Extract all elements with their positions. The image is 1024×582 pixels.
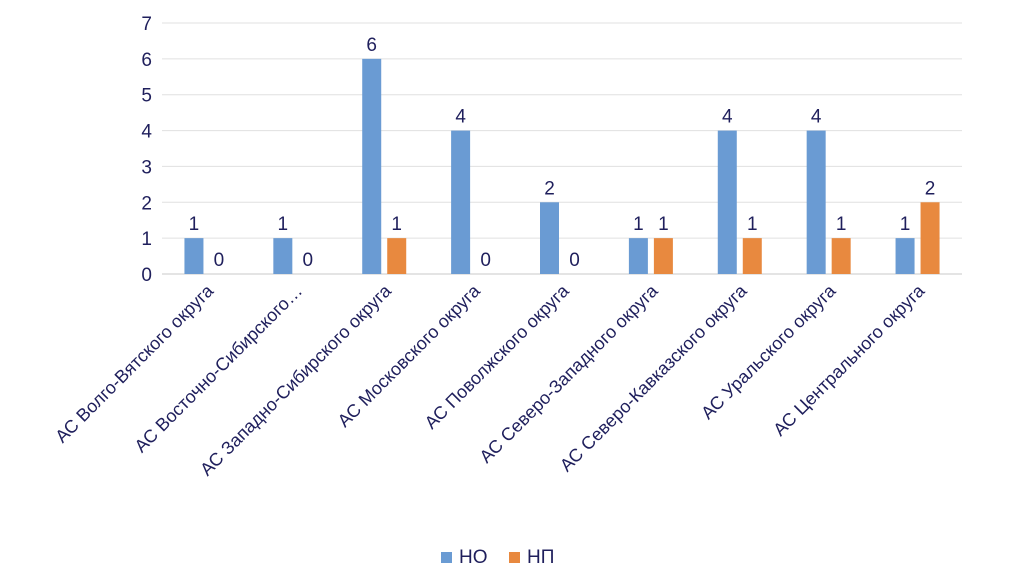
bar-НП-2: [387, 238, 407, 274]
data-label: 1: [900, 214, 911, 235]
y-tick-label: 3: [141, 157, 152, 178]
y-tick-label: 6: [141, 50, 152, 71]
x-tick-label: АС Восточно-Сибирского…: [131, 281, 307, 457]
data-label: 1: [189, 214, 200, 235]
y-tick-label: 5: [141, 86, 152, 107]
data-label: 1: [747, 214, 758, 235]
data-label: 4: [811, 107, 822, 128]
bar-НП-5: [653, 238, 673, 274]
data-label: 0: [303, 250, 314, 271]
data-label: 4: [722, 107, 733, 128]
data-label: 6: [366, 35, 377, 56]
data-label: 0: [569, 250, 580, 271]
x-tick-label: АС Центрального округа: [769, 280, 929, 440]
y-tick-label: 1: [141, 229, 152, 250]
bar-НП-6: [742, 238, 762, 274]
bar-НО-3: [451, 130, 471, 274]
bar-НО-0: [184, 238, 204, 274]
legend-swatch-НО: [441, 552, 452, 563]
data-label: 1: [633, 214, 644, 235]
bar-НО-8: [895, 238, 915, 274]
data-label: 0: [480, 250, 491, 271]
legend: НО НП: [441, 547, 554, 568]
legend-swatch-НП: [509, 552, 520, 563]
x-tick-label: АС Московского округа: [334, 280, 485, 431]
bar-НО-5: [628, 238, 648, 274]
legend-label: НП: [527, 547, 554, 568]
x-tick-label: АС Поволжского округа: [421, 280, 574, 433]
data-label: 4: [455, 107, 466, 128]
gridlines: [162, 22, 962, 275]
x-tick-label: АС Волго-Вятского округа: [51, 280, 218, 447]
x-tick-label: АС Западно-Сибирского округа: [196, 280, 396, 480]
y-tick-label: 7: [141, 14, 152, 35]
data-label: 1: [658, 214, 669, 235]
bar-НП-8: [920, 202, 940, 274]
data-label: 1: [391, 214, 402, 235]
y-tick-label: 2: [141, 193, 152, 214]
bar-НО-4: [540, 202, 559, 274]
y-axis: 0 1 2 3 4 5 6 7: [141, 14, 152, 286]
bar-НО-7: [806, 130, 826, 274]
legend-label: НО: [459, 547, 488, 568]
y-tick-label: 4: [141, 122, 152, 143]
x-tick-label: АС Северо-Западного округа: [476, 280, 663, 467]
data-label: 0: [214, 250, 225, 271]
bars: [184, 58, 940, 274]
data-label: 2: [544, 178, 555, 199]
data-label: 1: [278, 214, 289, 235]
data-label: 1: [836, 214, 847, 235]
data-label: 2: [925, 178, 936, 199]
bar-НО-1: [273, 238, 293, 274]
bar-НО-6: [717, 130, 737, 274]
y-tick-label: 0: [141, 265, 152, 286]
x-tick-label: АС Северо-Кавказского округа: [556, 280, 751, 475]
bar-НП-7: [831, 238, 851, 274]
bar-НО-2: [362, 58, 382, 274]
